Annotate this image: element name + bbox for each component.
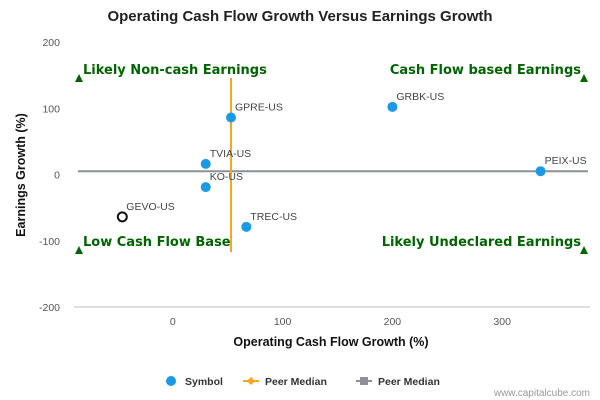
data-point-label: KO-US <box>210 171 243 183</box>
data-point-label: TVIA-US <box>210 148 251 160</box>
data-point <box>387 101 398 112</box>
legend-symbol-icon <box>166 376 176 386</box>
legend-diamond-icon <box>247 377 255 385</box>
x-tick-label: 200 <box>384 316 402 328</box>
y-axis-title: Earnings Growth (%) <box>14 113 28 237</box>
y-tick-label: -100 <box>39 236 60 248</box>
triangle-bottom-right-icon <box>580 246 588 254</box>
legend-item-label[interactable]: Peer Median <box>265 376 327 388</box>
x-axis-title: Operating Cash Flow Growth (%) <box>233 335 428 349</box>
y-tick-label: 0 <box>54 170 60 182</box>
data-point-label: TREC-US <box>250 211 297 223</box>
triangle-bottom-left-icon <box>75 246 83 254</box>
data-point-label: GRBK-US <box>396 91 444 103</box>
legend-item-label[interactable]: Symbol <box>185 376 223 388</box>
data-point <box>200 182 211 193</box>
chart-legend[interactable]: Symbol Peer Median Peer Median <box>166 376 440 388</box>
data-point <box>241 221 252 232</box>
quadrant-label-top-right: Cash Flow based Earnings <box>390 63 581 78</box>
quadrant-label-top-left: Likely Non-cash Earnings <box>83 63 267 78</box>
y-tick-label: -200 <box>39 302 60 314</box>
quadrant-label-bottom-left: Low Cash Flow Base <box>83 235 231 250</box>
triangle-top-left-icon <box>75 74 83 82</box>
data-point <box>116 211 128 223</box>
chart-title: Operating Cash Flow Growth Versus Earnin… <box>107 8 492 25</box>
legend-square-icon <box>360 377 368 385</box>
quadrant-label-bottom-right: Likely Undeclared Earnings <box>382 235 582 250</box>
data-point-label: GPRE-US <box>235 102 283 114</box>
data-point-label: PEIX-US <box>545 155 587 167</box>
data-point <box>200 158 211 169</box>
data-point <box>225 112 236 123</box>
x-tick-label: 300 <box>493 316 511 328</box>
legend-item-label[interactable]: Peer Median <box>378 376 440 388</box>
credit-text: www.capitalcube.com <box>493 388 590 399</box>
y-tick-label: 200 <box>42 37 60 49</box>
plot-area: 0 100 200 300 200 100 0 -100 -200 Likely Non-cash… <box>39 37 590 328</box>
x-tick-label: 0 <box>170 316 176 328</box>
data-point <box>535 166 546 177</box>
data-point-label: GEVO-US <box>126 201 174 213</box>
triangle-top-right-icon <box>580 74 588 82</box>
y-tick-label: 100 <box>42 103 60 115</box>
x-tick-label: 100 <box>274 316 292 328</box>
